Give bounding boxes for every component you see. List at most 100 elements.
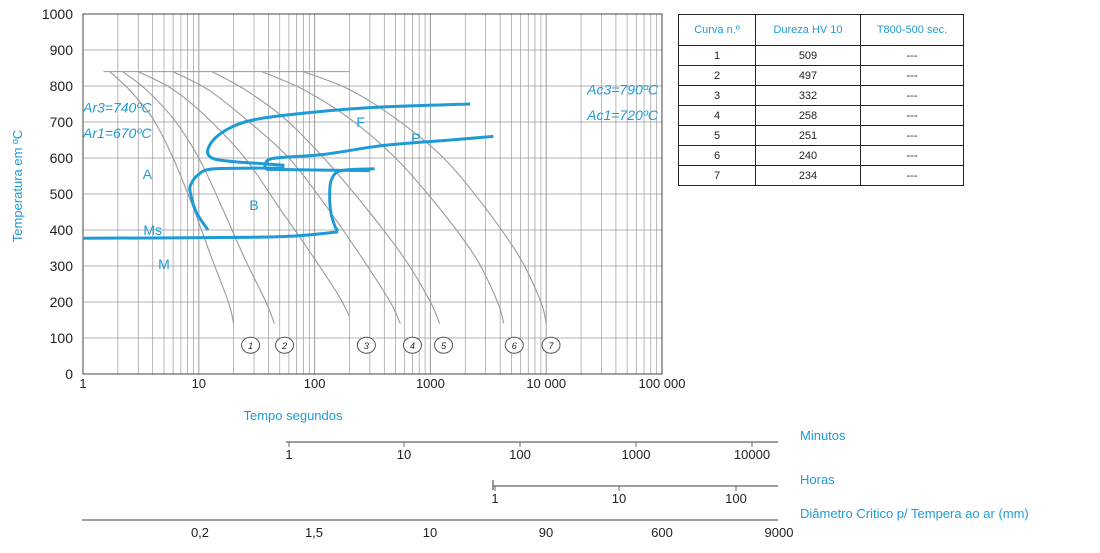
table-row: 7 234 ---: [678, 165, 964, 186]
ac1-label: Ac1=720ºC: [586, 107, 659, 123]
curve-marker-6: [504, 336, 524, 354]
y-tick-label: 0: [65, 366, 73, 382]
cooling-curve-2: [122, 71, 275, 324]
x-tick-label: 1000: [416, 376, 445, 391]
table-header-hardness: Dureza HV 10: [755, 14, 861, 46]
cooling-curve-1: [109, 71, 235, 324]
secondary-scale-label: Horas: [800, 472, 835, 487]
phase-label-austenite: A: [143, 166, 153, 182]
phase-label-ms: Ms: [143, 222, 162, 238]
cooling-curve-5: [211, 71, 441, 324]
curve-marker-label: 6: [512, 341, 517, 351]
ar3-label: Ar3=740ºC: [82, 100, 152, 116]
cooling-curve-6: [261, 71, 505, 324]
table-row: 4 258 ---: [678, 105, 964, 126]
table-cell: 509: [755, 45, 861, 66]
curve-marker-4: [402, 336, 422, 354]
y-tick-label: 100: [50, 330, 74, 346]
secondary-scale-tick-label: 0,2: [191, 525, 209, 540]
y-tick-label: 1000: [42, 6, 73, 22]
curve-marker-label: 2: [281, 341, 287, 351]
curve-marker-5: [434, 336, 454, 354]
y-axis-label: Temperatura em ºC: [10, 130, 25, 242]
phase-label-martensite: M: [158, 256, 170, 272]
secondary-scale-tick-label: 1000: [622, 447, 651, 462]
table-header-curve: Curva n.º: [678, 14, 756, 46]
secondary-scale: [492, 480, 778, 491]
table-cell: 5: [678, 125, 756, 146]
secondary-scale-tick-label: 1: [491, 491, 498, 506]
secondary-scale-tick-label: 600: [651, 525, 673, 540]
transformation-line-f: [206, 102, 471, 167]
y-tick-label: 800: [50, 78, 74, 94]
y-tick-label: 600: [50, 150, 74, 166]
table-row: 6 240 ---: [678, 145, 964, 166]
curve-marker-2: [275, 336, 295, 354]
x-tick-label: 100: [304, 376, 326, 391]
y-tick-label: 200: [50, 294, 74, 310]
secondary-scale-label: Minutos: [800, 428, 846, 443]
curve-marker-1: [241, 336, 261, 354]
secondary-scale-tick-label: 90: [539, 525, 553, 540]
table-row: 1 509 ---: [678, 45, 964, 66]
secondary-scale-tick-label: 10: [612, 491, 626, 506]
table-cell: 258: [755, 105, 861, 126]
table-cell: 332: [755, 85, 861, 106]
x-tick-label: 10: [192, 376, 206, 391]
curve-marker-label: 1: [248, 341, 253, 351]
curve-marker-label: 4: [410, 341, 415, 351]
phase-label-ferrite: F: [356, 114, 365, 130]
phase-label-perlite: P: [411, 130, 420, 146]
secondary-scale-tick-label: 10: [397, 447, 411, 462]
secondary-scale-label: Diâmetro Critico p/ Tempera ao ar (mm): [800, 506, 1029, 521]
y-tick-label: 300: [50, 258, 74, 274]
transformation-line-ms: [82, 230, 339, 240]
secondary-scale-tick-label: 1: [285, 447, 292, 462]
table-header-row: Curva n.º Dureza HV 10 T800-500 sec.: [678, 14, 964, 46]
secondary-scale: [286, 441, 778, 447]
curve-marker-3: [356, 336, 376, 354]
curve-marker-label: 3: [364, 341, 369, 351]
table-cell: ---: [860, 165, 964, 186]
y-tick-label: 400: [50, 222, 74, 238]
secondary-scale-tick-label: 10000: [734, 447, 770, 462]
table-cell: ---: [860, 145, 964, 166]
table-cell: 7: [678, 165, 756, 186]
table-cell: ---: [860, 45, 964, 66]
ac3-label: Ac3=790ºC: [586, 82, 659, 98]
secondary-scale-tick-label: 1,5: [305, 525, 323, 540]
y-tick-label: 500: [50, 186, 74, 202]
plot-frame: [82, 13, 663, 375]
x-tick-label: 100 000: [639, 376, 686, 391]
cooling-curve-3: [138, 71, 350, 317]
table-row: 5 251 ---: [678, 125, 964, 146]
secondary-scale-tick-label: 100: [509, 447, 531, 462]
cooling-curve-7: [303, 71, 547, 324]
grid: [82, 13, 662, 375]
transformation-line-b-front: [188, 166, 285, 231]
y-tick-label: 900: [50, 42, 74, 58]
cooling-curve-4: [172, 71, 401, 324]
y-tick-label: 700: [50, 114, 74, 130]
x-tick-label: 1: [79, 376, 86, 391]
curve-marker-7: [541, 336, 561, 354]
table-cell: 240: [755, 145, 861, 166]
table-row: 2 497 ---: [678, 65, 964, 86]
table-cell: ---: [860, 105, 964, 126]
table-cell: ---: [860, 85, 964, 106]
phase-label-bainite: B: [249, 197, 258, 213]
secondary-scale-tick-label: 10: [423, 525, 437, 540]
x-tick-label: 10 000: [526, 376, 566, 391]
table-row: 3 332 ---: [678, 85, 964, 106]
table-cell: 3: [678, 85, 756, 106]
secondary-scale-tick-label: 100: [725, 491, 747, 506]
hardness-table: Curva n.º Dureza HV 10 T800-500 sec. 1 50…: [678, 14, 964, 186]
table-cell: 4: [678, 105, 756, 126]
x-axis-label: Tempo segundos: [243, 408, 343, 423]
curve-marker-label: 5: [441, 341, 447, 351]
table-cell: 251: [755, 125, 861, 146]
transformation-line-p: [263, 134, 494, 173]
table-cell: 2: [678, 65, 756, 86]
table-cell: 1: [678, 45, 756, 66]
